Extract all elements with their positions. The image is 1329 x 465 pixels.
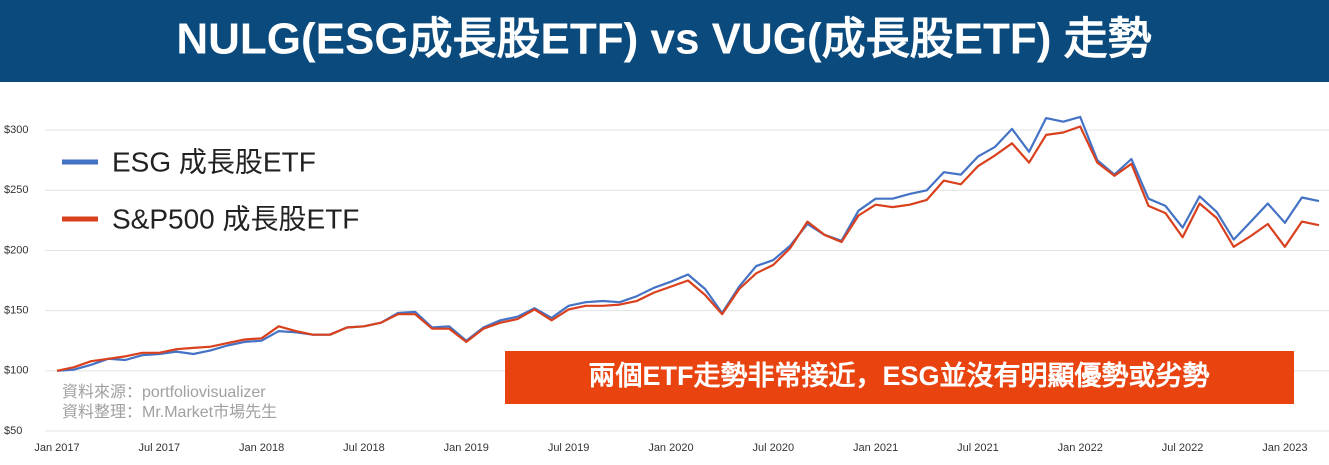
legend-label: S&P500 成長股ETF [112, 203, 359, 234]
x-tick-label: Jan 2018 [239, 442, 284, 454]
x-tick-label: Jul 2022 [1162, 442, 1204, 454]
source-note: 資料整理：Mr.Market市場先生 [62, 403, 277, 421]
y-tick-label: $50 [4, 425, 22, 437]
x-tick-label: Jul 2017 [139, 442, 181, 454]
y-tick-label: $200 [4, 244, 28, 256]
y-tick-label: $150 [4, 305, 28, 317]
source-note: 資料來源：portfoliovisualizer [62, 383, 266, 401]
annotation-box [505, 351, 1294, 404]
x-tick-label: Jan 2020 [648, 442, 693, 454]
y-tick-label: $300 [4, 124, 28, 136]
x-tick-label: Jan 2023 [1262, 442, 1307, 454]
x-tick-label: Jul 2020 [752, 442, 794, 454]
x-tick-label: Jul 2018 [343, 442, 385, 454]
series-line [56, 115, 1320, 372]
chart-title: NULG(ESG成長股ETF) vs VUG(成長股ETF) 走勢 [176, 15, 1151, 64]
x-tick-label: Jul 2019 [548, 442, 590, 454]
x-tick-label: Jul 2021 [957, 442, 999, 454]
y-tick-label: $250 [4, 184, 28, 196]
series-line [56, 125, 1320, 372]
title-banner [0, 0, 1329, 82]
annotation: 兩個ETF走勢非常接近，ESG並沒有明顯優勢或劣勢 [588, 361, 1209, 391]
x-tick-label: Jan 2021 [853, 442, 898, 454]
legend-label: ESG 成長股ETF [112, 146, 316, 177]
x-tick-label: Jan 2017 [34, 442, 79, 454]
x-tick-label: Jan 2019 [444, 442, 489, 454]
x-tick-label: Jan 2022 [1058, 442, 1103, 454]
y-tick-label: $100 [4, 365, 28, 377]
